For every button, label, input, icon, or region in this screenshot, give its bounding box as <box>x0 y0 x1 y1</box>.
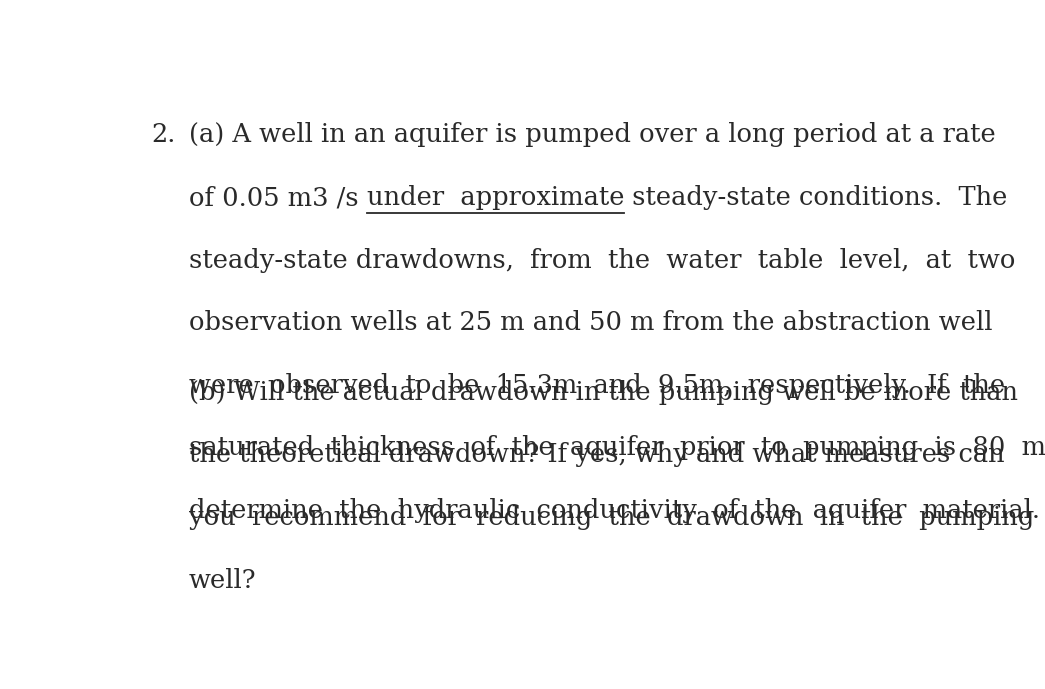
Text: you  recommend  for  reducing  the  drawdown  in  the  pumping: you recommend for reducing the drawdown … <box>189 505 1035 530</box>
Text: steady-state drawdowns,  from  the  water  table  level,  at  two: steady-state drawdowns, from the water t… <box>189 247 1016 273</box>
Text: (b) Will the actual drawdown in the pumping well be more than: (b) Will the actual drawdown in the pump… <box>189 380 1018 404</box>
Text: under  approximate: under approximate <box>367 185 624 210</box>
Text: 2.: 2. <box>150 123 176 147</box>
Text: steady-state conditions.  The: steady-state conditions. The <box>624 185 1007 210</box>
Text: the theoretical drawdown? If yes, why and what measures can: the theoretical drawdown? If yes, why an… <box>189 442 1004 467</box>
Text: determine  the  hydraulic  conductivity  of  the  aquifer  material.: determine the hydraulic conductivity of … <box>189 498 1040 523</box>
Text: observation wells at 25 m and 50 m from the abstraction well: observation wells at 25 m and 50 m from … <box>189 310 993 336</box>
Text: of 0.05 m3 /s: of 0.05 m3 /s <box>189 185 367 210</box>
Text: were  observed  to  be  15.3m  and  9.5m,  respectively.  If  the: were observed to be 15.3m and 9.5m, resp… <box>189 373 1005 398</box>
Text: well?: well? <box>189 568 257 593</box>
Text: (a) A well in an aquifer is pumped over a long period at a rate: (a) A well in an aquifer is pumped over … <box>189 123 996 147</box>
Text: saturated  thickness  of  the  aquifer  prior  to  pumping  is  80  m,: saturated thickness of the aquifer prior… <box>189 435 1045 460</box>
